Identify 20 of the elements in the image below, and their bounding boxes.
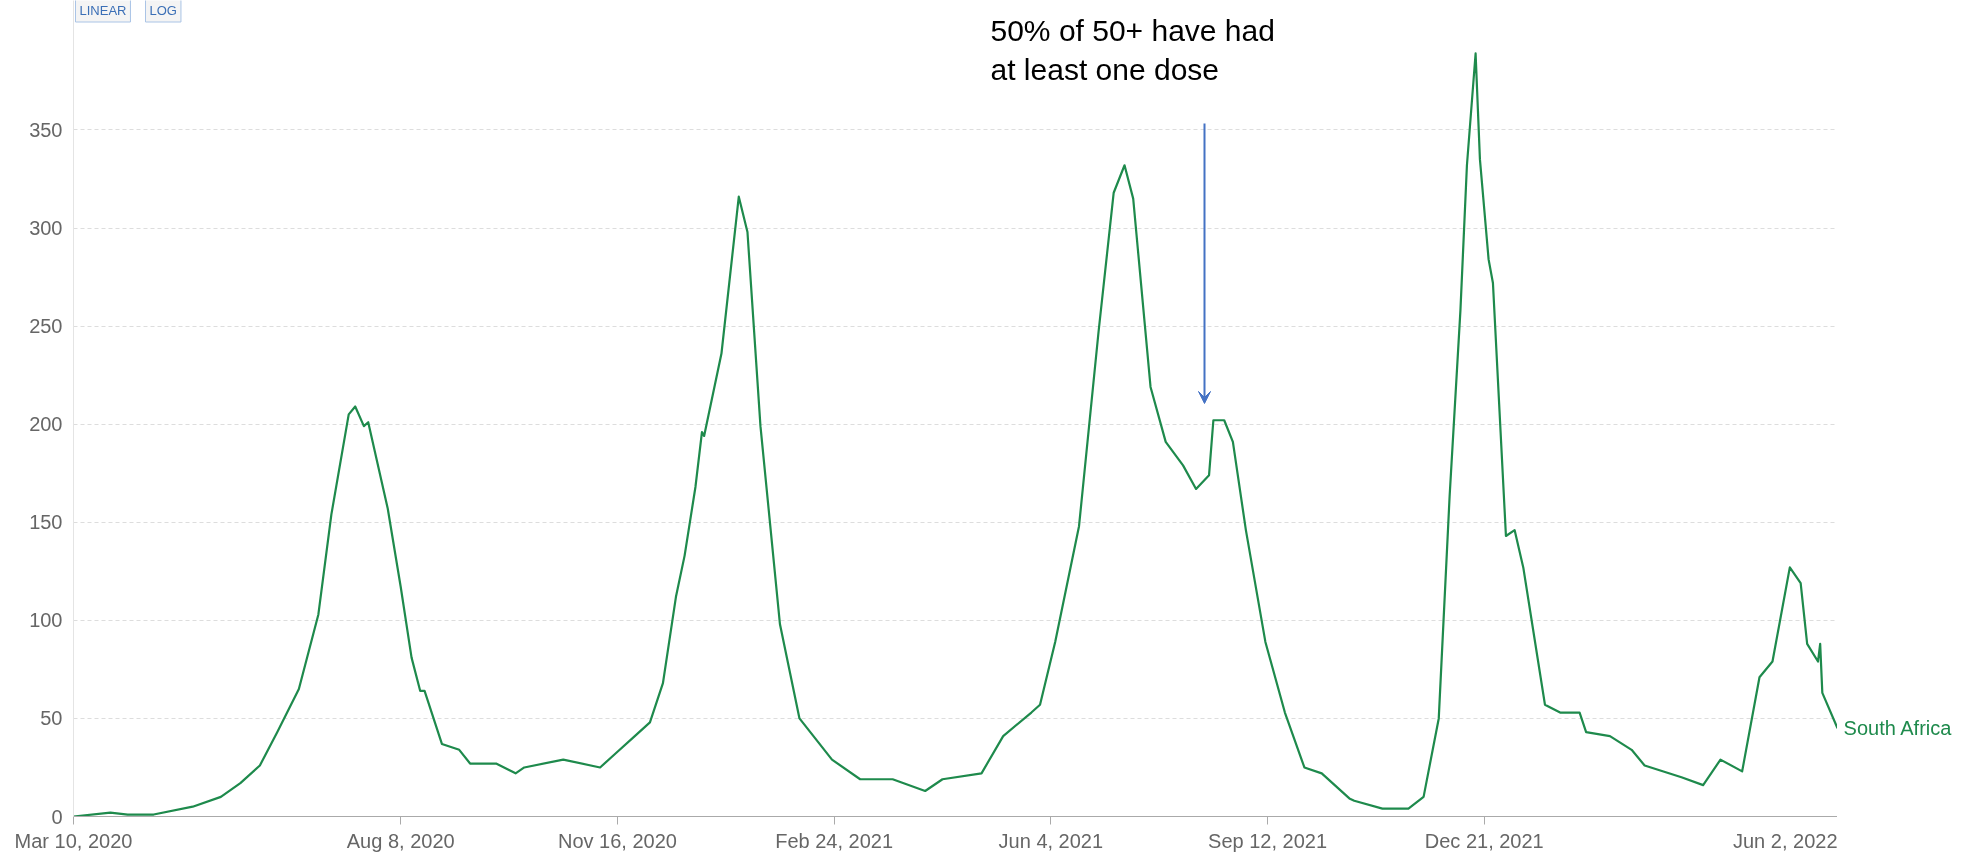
- annotation: LOG: [149, 3, 177, 18]
- y-tick-label: 150: [29, 511, 63, 534]
- x-tick-label: Mar 10, 2020: [14, 829, 133, 852]
- annotation: LINEAR: [79, 3, 127, 18]
- y-tick-label: 250: [29, 315, 63, 338]
- x-tick-label: Aug 8, 2020: [346, 829, 455, 852]
- y-tick-label: 0: [51, 805, 63, 828]
- series-label: South Africa: [1843, 717, 1953, 740]
- annotation: 50% of 50+ have had at least one dose: [990, 13, 1275, 87]
- x-tick-label: Jun 2, 2022: [1732, 829, 1838, 852]
- y-tick-label: 100: [29, 609, 63, 632]
- x-tick-label: Jun 4, 2021: [998, 829, 1104, 852]
- x-tick-label: Dec 21, 2021: [1424, 829, 1544, 852]
- y-tick-label: 200: [29, 413, 63, 436]
- x-tick-label: Feb 24, 2021: [775, 829, 894, 852]
- y-tick-label: 300: [29, 217, 63, 240]
- y-tick-label: 350: [29, 118, 63, 141]
- x-tick-label: Nov 16, 2020: [557, 829, 677, 852]
- x-tick-label: Sep 12, 2021: [1208, 829, 1328, 852]
- y-tick-label: 50: [40, 707, 63, 730]
